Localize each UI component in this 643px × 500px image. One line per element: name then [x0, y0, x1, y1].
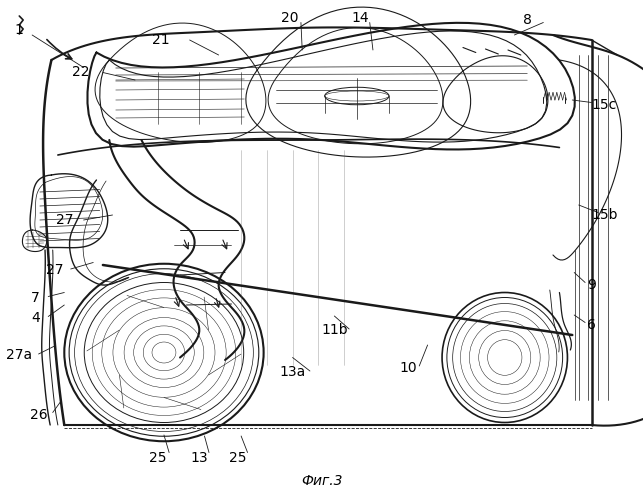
Text: 27: 27 [55, 213, 73, 227]
Text: 25: 25 [229, 450, 247, 464]
Text: 7: 7 [31, 290, 40, 304]
Text: 27a: 27a [6, 348, 32, 362]
Text: 1: 1 [15, 23, 24, 37]
Text: 15b: 15b [591, 208, 618, 222]
Text: Фиг.3: Фиг.3 [301, 474, 342, 488]
Text: 27: 27 [46, 263, 64, 277]
Text: 6: 6 [587, 318, 596, 332]
Text: 13: 13 [190, 450, 208, 464]
Text: 13a: 13a [280, 366, 305, 380]
Text: 20: 20 [280, 10, 298, 24]
Text: 21: 21 [152, 33, 170, 47]
Text: 8: 8 [523, 13, 532, 27]
Text: 4: 4 [31, 310, 40, 324]
Text: 25: 25 [149, 450, 167, 464]
Text: 22: 22 [71, 66, 89, 80]
Text: 9: 9 [587, 278, 596, 292]
Text: 15c: 15c [592, 98, 617, 112]
Text: 11b: 11b [321, 323, 348, 337]
Text: 10: 10 [399, 360, 417, 374]
Text: 14: 14 [351, 10, 369, 24]
Text: 26: 26 [30, 408, 48, 422]
